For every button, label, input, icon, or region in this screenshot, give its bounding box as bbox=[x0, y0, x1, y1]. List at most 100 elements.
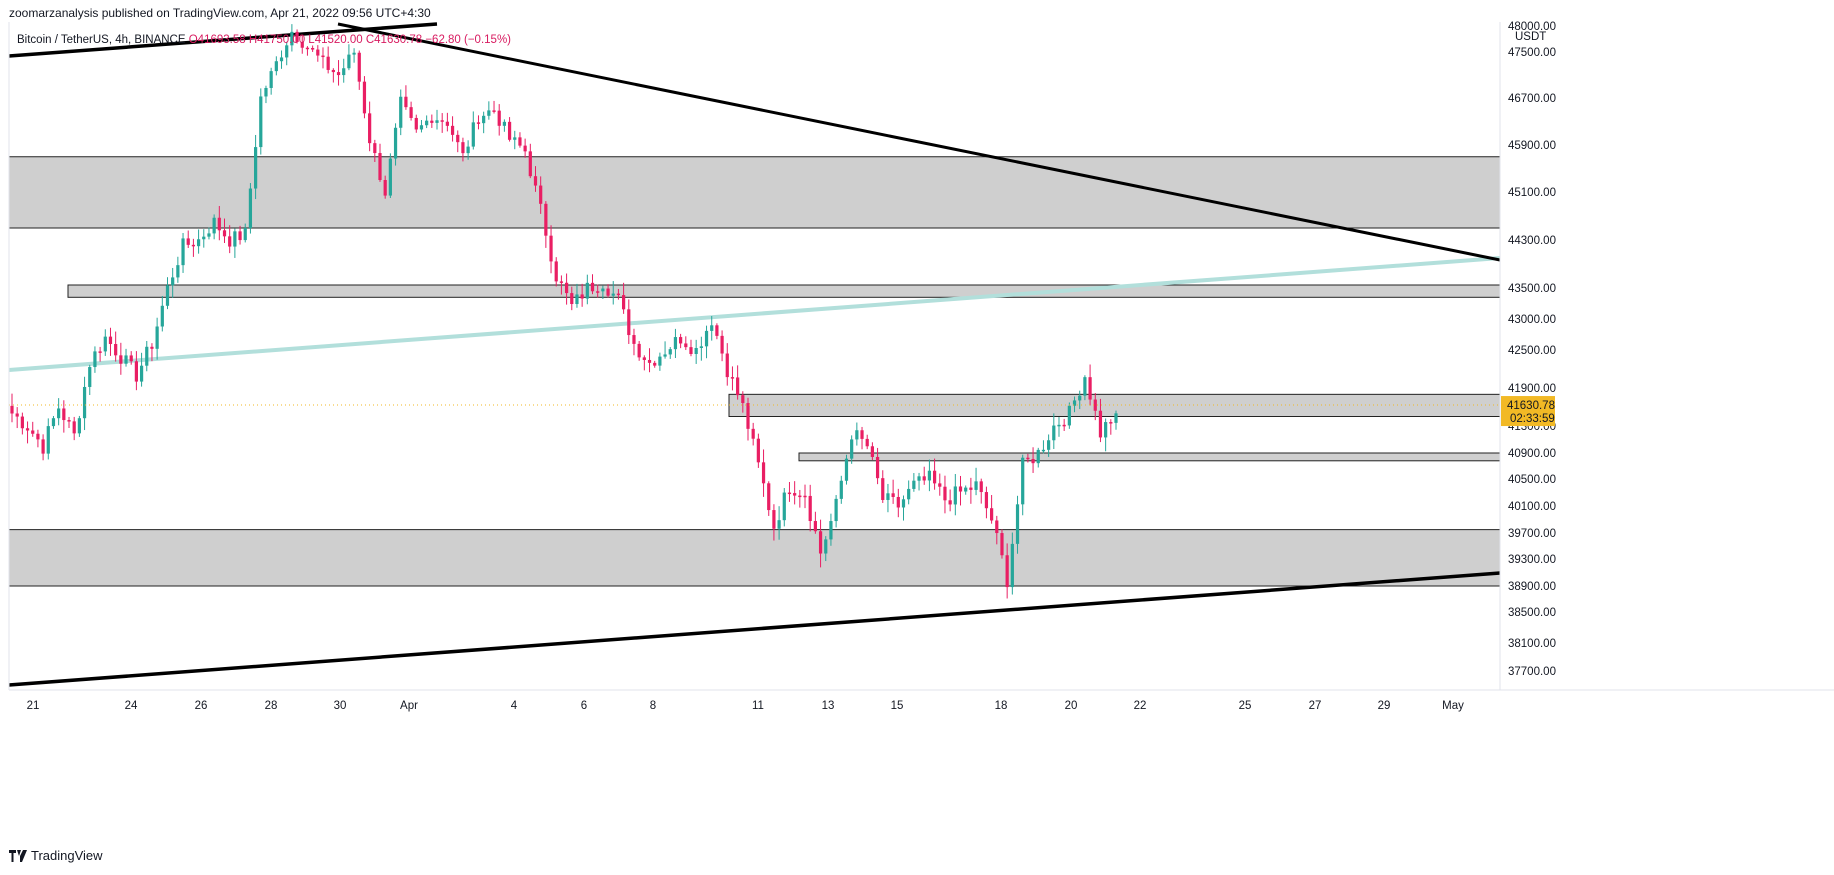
candle bbox=[388, 153, 392, 198]
candle bbox=[331, 68, 335, 83]
candle bbox=[813, 511, 817, 534]
candle bbox=[36, 429, 40, 448]
candle-body bbox=[829, 521, 833, 540]
candle bbox=[414, 114, 418, 133]
candle bbox=[694, 339, 698, 364]
candle bbox=[404, 85, 408, 110]
price-tick-label: 38100.00 bbox=[1508, 638, 1556, 650]
ascending-support-line bbox=[8, 571, 1501, 687]
candle-body bbox=[176, 265, 180, 278]
candle-body bbox=[710, 325, 714, 331]
candle-body bbox=[974, 481, 978, 490]
candle-body bbox=[518, 137, 522, 146]
candle-body bbox=[248, 188, 253, 229]
candle bbox=[663, 341, 667, 359]
candle bbox=[533, 166, 538, 192]
candle-body bbox=[1062, 424, 1066, 427]
candle bbox=[564, 273, 569, 305]
candle bbox=[637, 340, 641, 361]
candle bbox=[1078, 390, 1082, 410]
candle-body bbox=[756, 438, 760, 463]
candle-body bbox=[865, 438, 869, 447]
candle bbox=[103, 329, 107, 356]
candle-body bbox=[466, 146, 470, 154]
candle-body bbox=[1021, 457, 1025, 505]
candle-body bbox=[549, 235, 553, 262]
candle bbox=[191, 238, 196, 257]
candle-body bbox=[694, 348, 698, 354]
candle bbox=[196, 229, 201, 254]
candle-body bbox=[300, 41, 304, 48]
candle bbox=[51, 415, 56, 429]
candle bbox=[352, 48, 356, 63]
candle bbox=[248, 183, 253, 234]
candle bbox=[450, 116, 455, 142]
candle bbox=[539, 176, 543, 214]
candle-body bbox=[1047, 440, 1051, 450]
candle bbox=[855, 422, 859, 446]
candle bbox=[549, 225, 553, 274]
candle bbox=[922, 466, 926, 485]
candle-body bbox=[720, 335, 724, 354]
candle bbox=[160, 296, 164, 332]
candle bbox=[1015, 495, 1020, 554]
candle-body bbox=[948, 500, 952, 505]
candle bbox=[974, 467, 978, 496]
candle-body bbox=[777, 520, 781, 529]
candle bbox=[756, 433, 760, 468]
candle bbox=[782, 488, 786, 527]
candle bbox=[958, 475, 963, 506]
candle bbox=[679, 333, 683, 349]
candle-body bbox=[850, 439, 854, 459]
candle bbox=[67, 416, 71, 429]
candle-body bbox=[124, 355, 128, 364]
candle-body bbox=[497, 110, 501, 126]
candle bbox=[523, 138, 527, 158]
candle bbox=[1041, 440, 1046, 454]
candle-body bbox=[875, 456, 880, 479]
candle bbox=[238, 225, 242, 245]
candle bbox=[311, 45, 315, 52]
candle bbox=[647, 348, 652, 373]
candle bbox=[658, 352, 662, 371]
legend-ohlc: O41693.58 H41750.00 L41520.00 C41630.78 … bbox=[188, 34, 511, 46]
candle-body bbox=[932, 470, 937, 484]
candle bbox=[502, 119, 507, 132]
candle bbox=[1031, 447, 1035, 473]
candle-body bbox=[751, 428, 755, 439]
candle bbox=[943, 475, 947, 514]
time-tick-label: 20 bbox=[1065, 700, 1078, 712]
candle-body bbox=[606, 288, 610, 296]
candle bbox=[93, 346, 97, 373]
price-tick-label: 43500.00 bbox=[1508, 283, 1556, 295]
candle bbox=[233, 228, 237, 258]
candle bbox=[917, 472, 921, 491]
currency-label: USDT bbox=[1515, 31, 1546, 43]
candle-body bbox=[601, 288, 605, 292]
candle-body bbox=[855, 430, 859, 440]
candle bbox=[25, 421, 30, 444]
tradingview-footer[interactable]: TradingView bbox=[9, 848, 103, 863]
candle bbox=[927, 459, 932, 492]
candle bbox=[932, 458, 937, 490]
candle-body bbox=[611, 293, 615, 296]
candle bbox=[528, 143, 532, 179]
price-tick-label: 42500.00 bbox=[1508, 345, 1556, 357]
candle-body bbox=[627, 309, 631, 336]
candle-body bbox=[798, 495, 802, 498]
candle-body bbox=[461, 142, 465, 154]
candle-body bbox=[440, 120, 444, 122]
candle-body bbox=[917, 476, 921, 481]
candle bbox=[425, 115, 429, 129]
candle-body bbox=[953, 486, 957, 505]
candle bbox=[1109, 419, 1113, 435]
candle-body bbox=[279, 57, 284, 62]
candle bbox=[1036, 447, 1040, 468]
candle-body bbox=[46, 426, 50, 454]
candle bbox=[165, 277, 170, 310]
candle bbox=[912, 473, 916, 492]
time-tick-label: Apr bbox=[400, 700, 418, 712]
candle bbox=[886, 483, 890, 513]
candle-body bbox=[818, 531, 823, 554]
